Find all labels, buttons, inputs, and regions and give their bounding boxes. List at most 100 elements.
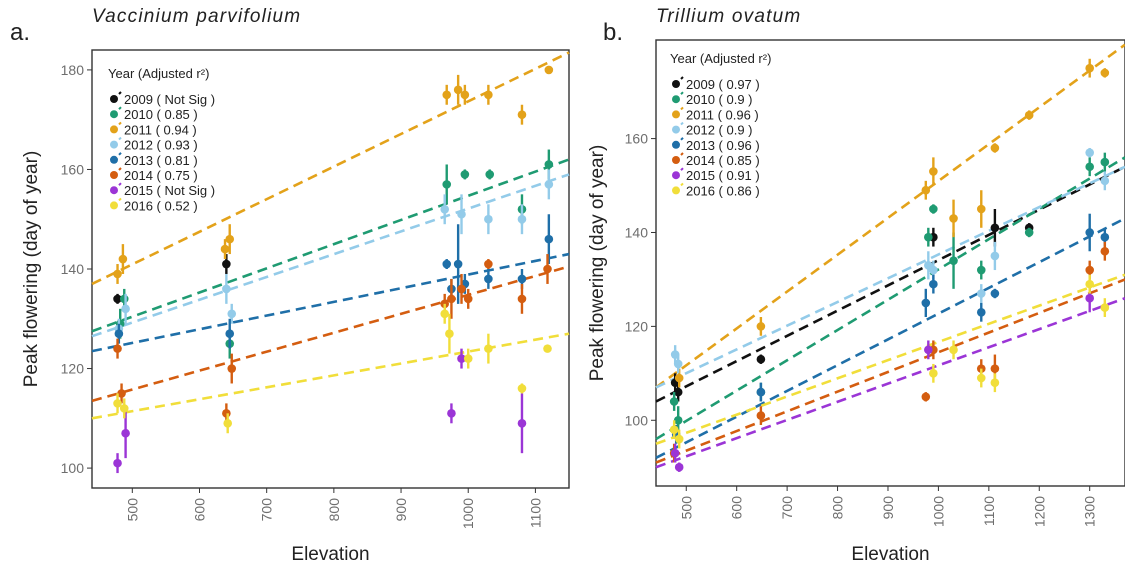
data-point-2015: [674, 462, 684, 472]
data-point-2014: [227, 364, 237, 373]
legend-marker-2016: [110, 201, 118, 210]
data-point-2016: [1100, 303, 1110, 312]
y-tick-label: 100: [625, 412, 649, 428]
data-point-2016: [990, 378, 1000, 388]
fit-line-2016: [91, 332, 570, 420]
data-point-2016: [484, 344, 493, 353]
x-tick-label: 1200: [1031, 496, 1047, 527]
data-point-2012: [517, 214, 527, 224]
data-point-2011: [756, 322, 766, 331]
legend-dash-2010: [118, 106, 122, 110]
data-point-2016: [543, 344, 552, 353]
data-point-2010: [924, 232, 933, 242]
legend-dash-2012: [118, 136, 122, 141]
legend-entry-2010: 2010 ( 0.85 ): [124, 107, 198, 122]
x-tick-label: 1000: [460, 498, 476, 529]
x-tick-label: 1100: [981, 496, 997, 526]
data-point-2010: [949, 256, 958, 265]
x-tick-label: 1000: [930, 496, 946, 527]
data-point-2014: [921, 392, 931, 402]
legend-marker-2013: [110, 155, 118, 164]
data-point-2010: [1100, 157, 1110, 167]
data-point-2010: [544, 160, 554, 169]
data-point-2011: [484, 90, 493, 100]
data-point-2016: [113, 399, 122, 408]
fit-line-2016: [655, 273, 1125, 445]
panel-b-species-title: Trillium ovatum: [656, 6, 801, 27]
legend-entry-2010: 2010 ( 0.9 ): [686, 92, 753, 107]
data-point-2016: [463, 354, 473, 363]
data-point-2013: [442, 259, 452, 269]
legend-marker-2012: [672, 125, 680, 134]
legend-entry-2016: 2016 ( 0.52 ): [124, 198, 198, 213]
data-point-2014: [1100, 246, 1110, 256]
legend-dash-2016: [118, 197, 122, 202]
panel-a-letter: a.: [10, 19, 30, 46]
data-point-2013: [544, 234, 554, 244]
data-point-2015: [113, 458, 122, 468]
data-point-2016: [517, 384, 527, 393]
data-point-2015: [447, 409, 456, 418]
fit-line-2014: [655, 278, 1125, 464]
data-point-2011: [949, 214, 958, 223]
y-tick-label: 160: [61, 161, 85, 177]
data-point-2012: [121, 304, 130, 314]
data-point-2011: [453, 85, 463, 95]
legend-marker-2014: [110, 171, 118, 179]
data-point-2012: [1085, 148, 1094, 157]
data-point-2014: [117, 389, 126, 398]
data-point-2010: [1024, 228, 1034, 237]
x-axis-label: Elevation: [291, 544, 369, 564]
data-point-2013: [976, 307, 986, 317]
data-point-2011: [460, 90, 470, 100]
data-point-2016: [445, 329, 454, 339]
legend-marker-2015: [672, 171, 680, 180]
y-tick-label: 180: [61, 62, 85, 78]
data-point-2014: [113, 344, 122, 353]
data-point-2011: [921, 185, 931, 195]
fit-line-2013: [655, 217, 1125, 459]
data-point-2012: [1100, 176, 1110, 186]
x-axis-label: Elevation: [851, 544, 929, 564]
fit-line-2009: [655, 165, 1125, 403]
data-point-2015: [924, 345, 933, 355]
legend-marker-2013: [672, 140, 680, 149]
data-point-2011: [1085, 63, 1094, 73]
data-point-2011: [976, 204, 986, 214]
data-point-2011: [225, 234, 235, 244]
legend-dash-2011: [680, 106, 684, 111]
data-point-2012: [976, 289, 986, 298]
data-point-2015: [670, 448, 680, 458]
x-tick-label: 600: [729, 496, 745, 520]
data-point-2011: [220, 244, 230, 254]
legend-marker-2016: [672, 186, 680, 195]
data-point-2013: [1100, 232, 1110, 242]
x-tick-label: 600: [191, 498, 207, 522]
legend: Year (Adjusted r²) 2009 ( 0.97 )2010 ( 0.…: [670, 51, 771, 198]
x-tick-label: 700: [259, 498, 275, 522]
legend-dash-2013: [680, 137, 684, 141]
data-point-2009: [673, 387, 683, 397]
data-point-2012: [544, 180, 554, 189]
legend-marker-2011: [110, 125, 118, 134]
data-point-2014: [484, 259, 493, 269]
data-point-2013: [517, 274, 527, 284]
data-point-2009: [113, 294, 122, 304]
data-point-2013: [114, 329, 124, 339]
data-point-2010: [976, 265, 986, 275]
data-point-2015: [457, 354, 466, 363]
data-point-2016: [674, 434, 684, 444]
y-tick-label: 120: [61, 361, 85, 377]
legend-dash-2016: [680, 182, 684, 187]
data-point-2011: [674, 373, 684, 383]
data-point-2015: [1085, 293, 1094, 303]
data-point-2012: [929, 265, 938, 275]
fit-line-2013: [91, 252, 570, 353]
data-point-2016: [440, 309, 450, 319]
x-tick-label: 700: [779, 496, 795, 520]
data-point-2010: [929, 204, 938, 214]
legend-dash-2015: [118, 182, 122, 186]
legend-title: Year (Adjusted r²): [108, 66, 209, 81]
legend-marker-2015: [110, 186, 118, 195]
